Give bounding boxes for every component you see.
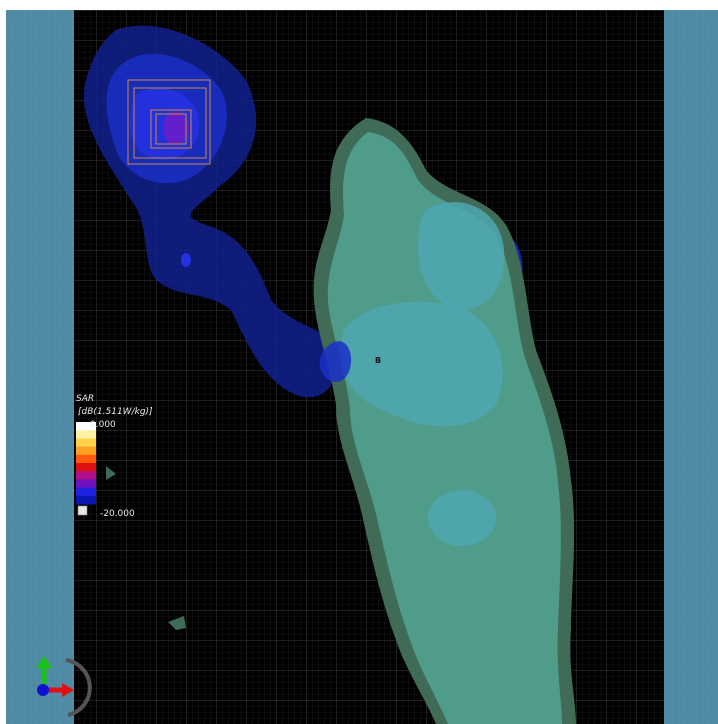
left-side-panel xyxy=(6,10,74,724)
antenna-source-boxes[interactable] xyxy=(127,79,211,165)
phantom-body-core-upper xyxy=(418,202,505,310)
measurement-marker[interactable]: B xyxy=(375,356,382,365)
sar-field-scene[interactable] xyxy=(6,10,718,724)
legend-min-swatch xyxy=(77,505,88,516)
sar-field-blob-small xyxy=(181,253,191,267)
legend-color-step xyxy=(76,446,96,456)
fragment-left-bottom xyxy=(168,616,186,630)
legend-min-label: -20.000 xyxy=(100,509,135,519)
legend-color-step xyxy=(76,479,96,489)
legend-color-step xyxy=(76,454,96,464)
legend-color-step xyxy=(76,471,96,480)
sar-peak-spot xyxy=(163,111,189,145)
legend-color-step xyxy=(76,495,96,505)
x-axis-arrowhead xyxy=(62,683,74,697)
sar-3d-viewport[interactable]: SAR [dB(1.511W/kg)] 0.000 -20.000 B xyxy=(6,10,718,724)
legend-color-step xyxy=(76,430,96,439)
axis-rotation-arc[interactable] xyxy=(65,658,92,717)
legend-color-bar xyxy=(76,422,96,505)
phantom-body-core-lower xyxy=(428,490,496,546)
legend-title: SAR xyxy=(76,394,95,404)
orientation-axes[interactable] xyxy=(36,656,92,717)
legend-color-step xyxy=(76,463,96,472)
sar-field-bridge xyxy=(319,341,351,382)
legend-color-step xyxy=(76,487,96,497)
z-axis-dot xyxy=(37,684,49,696)
y-axis-arrowhead xyxy=(36,656,52,668)
legend-unit: [dB(1.511W/kg)] xyxy=(78,407,153,417)
legend-max-label: 0.000 xyxy=(90,420,116,430)
fragment-left-small xyxy=(106,466,116,480)
legend-color-step xyxy=(76,438,96,448)
right-side-panel xyxy=(664,10,718,724)
phantom-body-core-mid xyxy=(341,301,503,427)
phantom-body-inner xyxy=(327,132,562,724)
legend-color-step xyxy=(76,422,96,431)
